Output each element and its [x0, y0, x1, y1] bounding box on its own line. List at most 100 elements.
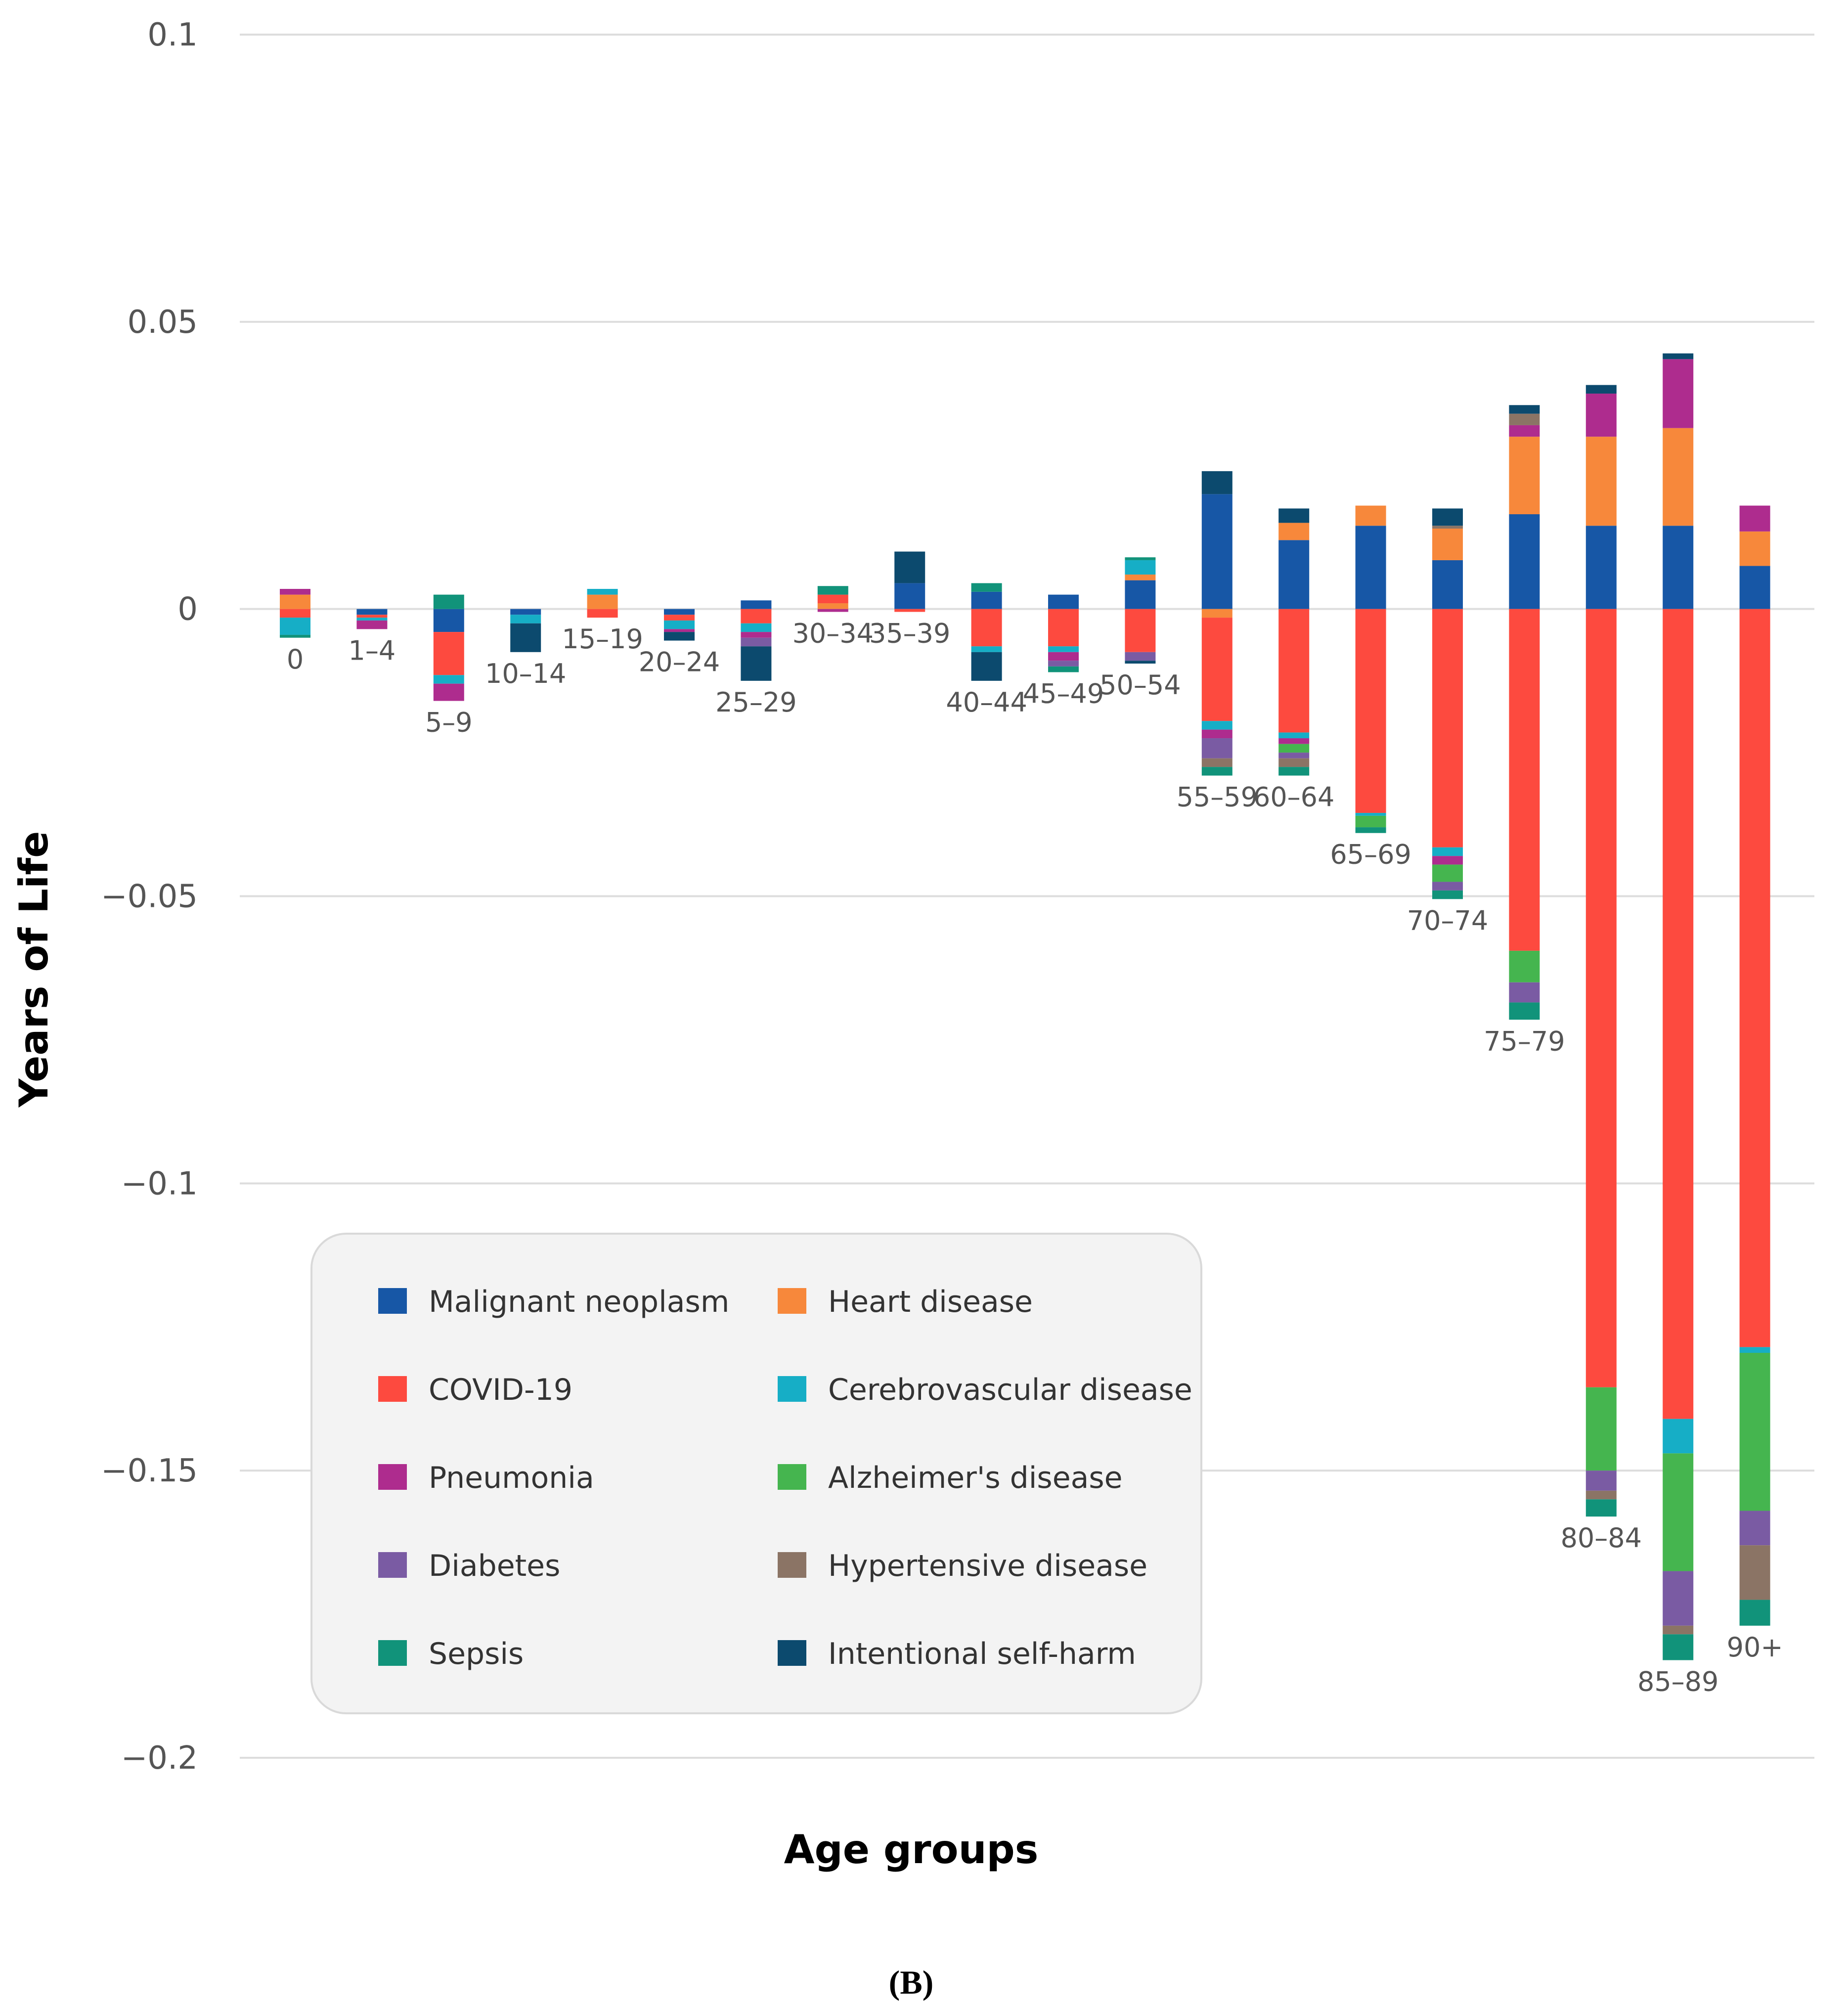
- category-label: 85–89: [1637, 1666, 1718, 1697]
- category-label: 30–34: [792, 618, 874, 649]
- legend-swatch: [378, 1640, 407, 1666]
- bar-segment: [1125, 557, 1156, 560]
- bar-segment: [1663, 1571, 1694, 1626]
- bar-segment: [1585, 609, 1617, 1387]
- bar-segment: [1201, 721, 1232, 730]
- bar-segment: [1739, 1347, 1770, 1353]
- legend-label: Heart disease: [828, 1285, 1033, 1319]
- bar-segment: [1585, 526, 1617, 609]
- legend-swatch: [778, 1288, 806, 1314]
- category-label: 35–39: [869, 618, 950, 649]
- legend-swatch: [778, 1376, 806, 1402]
- legend-label: Diabetes: [429, 1549, 560, 1583]
- legend-label: COVID-19: [429, 1373, 572, 1407]
- bar-segment: [280, 594, 310, 609]
- bar-segment: [817, 603, 848, 609]
- bar-segment: [1048, 594, 1079, 609]
- bar-segment: [1509, 982, 1540, 1003]
- y-tick-labels: 0.1 0.05 0 −0.05 −0.1 −0.15 −0.2: [101, 17, 198, 1777]
- bar-segment: [817, 594, 848, 604]
- legend-label: Pneumonia: [429, 1461, 594, 1495]
- bar-segment: [1585, 1387, 1617, 1471]
- category-label: 5–9: [425, 707, 473, 738]
- bar-segment: [433, 675, 464, 684]
- y-tick-label: −0.15: [101, 1453, 198, 1489]
- bar-segment: [1739, 505, 1770, 532]
- bar-segment: [1278, 523, 1310, 540]
- figure-caption: (B): [889, 1963, 934, 2001]
- bar-segment: [1585, 1471, 1617, 1491]
- bar-segment: [1739, 531, 1770, 566]
- bar-segment: [894, 609, 925, 612]
- bar-segment: [971, 591, 1002, 609]
- bar-segment: [1509, 425, 1540, 437]
- bar-segment: [1201, 494, 1232, 609]
- bar-segment: [356, 615, 388, 618]
- bar-segment: [1125, 661, 1156, 664]
- bar-segment: [1585, 1490, 1617, 1500]
- bar-segment: [1125, 609, 1156, 652]
- bar-segment: [971, 583, 1002, 592]
- bar-segment: [664, 632, 695, 641]
- legend-label: Malignant neoplasm: [429, 1285, 729, 1319]
- bar-segment: [1432, 508, 1463, 526]
- legend-swatch: [378, 1288, 407, 1314]
- bar-segment: [1509, 950, 1540, 982]
- bar-segment: [1739, 609, 1770, 1347]
- bar-segment: [741, 646, 772, 681]
- bar-segment: [1432, 609, 1463, 847]
- legend-label: Alzheimer's disease: [828, 1461, 1123, 1495]
- bar-segment: [894, 583, 925, 609]
- category-label: 10–14: [485, 658, 566, 689]
- bar-segment: [1048, 666, 1079, 672]
- bar-segment: [1509, 413, 1540, 425]
- bar-segment: [741, 623, 772, 632]
- legend-swatch: [778, 1552, 806, 1578]
- bar-segment: [1278, 758, 1310, 767]
- bar-segment: [664, 629, 695, 632]
- bar-segment: [1432, 890, 1463, 899]
- legend-items: Malignant neoplasm Heart disease COVID-19 C…: [378, 1285, 1192, 1671]
- bar-segment: [1432, 864, 1463, 882]
- bar-segment: [664, 609, 695, 615]
- legend-swatch: [378, 1376, 407, 1402]
- bar-segment: [433, 594, 464, 609]
- bar-segment: [1278, 732, 1310, 739]
- category-label: 20–24: [639, 647, 720, 678]
- bar-segment: [741, 600, 772, 609]
- bar-segment: [433, 632, 464, 675]
- category-label: 75–79: [1484, 1026, 1565, 1057]
- category-label: 50–54: [1100, 669, 1181, 701]
- bar-segment: [280, 618, 310, 635]
- bar-segment: [356, 609, 388, 615]
- bar-segment: [1509, 609, 1540, 951]
- bar-segment: [1663, 526, 1694, 609]
- bar-segment: [1201, 618, 1232, 721]
- legend-label: Intentional self-harm: [828, 1637, 1136, 1671]
- bar-segment: [1739, 1545, 1770, 1600]
- bar-segment: [587, 594, 618, 609]
- y-tick-label: 0.05: [128, 304, 198, 341]
- bar-segment: [1432, 529, 1463, 560]
- bar-segment: [1663, 359, 1694, 428]
- bar-segment: [1048, 646, 1079, 652]
- bar-segment: [1125, 574, 1156, 580]
- bar-segment: [1201, 729, 1232, 739]
- bar-segment: [587, 609, 618, 618]
- category-label: 45–49: [1023, 678, 1104, 709]
- bar-segment: [1048, 661, 1079, 667]
- bar-segment: [1663, 1419, 1694, 1454]
- bar-segment: [1278, 767, 1310, 776]
- bar-segment: [356, 620, 388, 629]
- bar-segment: [1509, 405, 1540, 414]
- y-tick-label: 0.1: [147, 17, 198, 53]
- bar-segment: [894, 551, 925, 583]
- bar-segment: [741, 637, 772, 647]
- legend: Malignant neoplasm Heart disease COVID-19 C…: [310, 1233, 1202, 1714]
- bar-segment: [1355, 505, 1386, 526]
- legend-swatch: [778, 1640, 806, 1666]
- bars: [280, 353, 1770, 1660]
- bar-segment: [1201, 609, 1232, 618]
